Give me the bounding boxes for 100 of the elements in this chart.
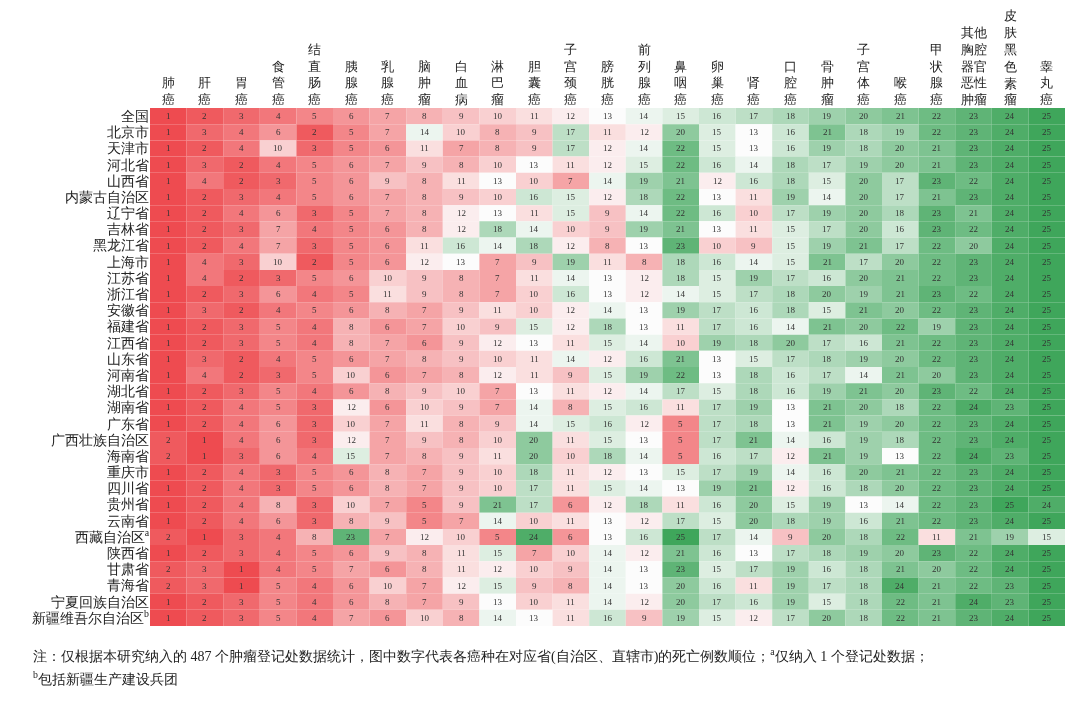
data-label: 23 xyxy=(1005,581,1015,591)
data-label: 20 xyxy=(749,516,759,526)
data-label: 16 xyxy=(712,451,722,461)
data-label: 6 xyxy=(349,354,354,364)
data-label: 14 xyxy=(420,127,430,137)
data-label: 11 xyxy=(676,500,685,510)
data-label: 18 xyxy=(603,322,613,332)
data-label: 11 xyxy=(566,386,575,396)
data-label: 18 xyxy=(822,354,832,364)
data-label: 19 xyxy=(639,370,649,380)
data-label: 25 xyxy=(1042,192,1052,202)
data-label: 8 xyxy=(459,289,464,299)
x-tick-label: 结直肠癌 xyxy=(308,41,322,108)
data-label: 15 xyxy=(603,435,613,445)
data-label: 6 xyxy=(385,224,390,234)
data-label: 4 xyxy=(202,273,207,283)
data-label: 20 xyxy=(749,500,759,510)
data-label: 20 xyxy=(859,273,869,283)
data-label: 4 xyxy=(276,160,281,170)
data-label: 20 xyxy=(895,548,905,558)
data-label: 9 xyxy=(459,338,464,348)
data-label: 21 xyxy=(859,241,868,251)
data-label: 10 xyxy=(676,338,686,348)
x-tick-label: 子宫颈癌 xyxy=(564,41,578,108)
data-label: 22 xyxy=(969,581,978,591)
data-label: 23 xyxy=(969,111,979,121)
data-label: 23 xyxy=(969,338,979,348)
data-label: 14 xyxy=(603,305,613,315)
data-label: 11 xyxy=(530,111,539,121)
data-label: 18 xyxy=(603,451,613,461)
data-label: 19 xyxy=(786,581,796,591)
data-label: 3 xyxy=(239,224,244,234)
text: 注：仅根据本研究纳入的 487 个肿瘤登记处数据统计，图中数字代表各癌种在对应省(自治区、直辖市)的死亡例数顺位；$^{a}$仅纳入 1 个登记处数据； xyxy=(33,646,929,665)
data-label: 9 xyxy=(459,597,464,607)
data-label: 25 xyxy=(1042,176,1052,186)
data-label: 17 xyxy=(822,338,832,348)
data-label: 8 xyxy=(349,516,354,526)
data-label: 20 xyxy=(932,564,942,574)
data-label: 15 xyxy=(603,483,613,493)
data-label: 10 xyxy=(420,402,430,412)
data-label: 20 xyxy=(859,208,869,218)
data-label: 12 xyxy=(640,273,649,283)
data-label: 17 xyxy=(749,111,759,121)
y-tick-label: 湖南省 xyxy=(107,400,149,416)
data-label: 2 xyxy=(312,127,317,137)
data-label: 17 xyxy=(749,451,759,461)
data-label: 13 xyxy=(603,289,613,299)
data-label: 3 xyxy=(202,581,207,591)
data-label: 7 xyxy=(385,451,390,461)
data-label: 25 xyxy=(1042,386,1052,396)
data-label: 20 xyxy=(859,224,869,234)
y-tick-label: 重庆市 xyxy=(107,465,149,481)
data-label: 19 xyxy=(639,176,649,186)
data-label: 4 xyxy=(276,548,281,558)
data-label: 10 xyxy=(493,435,503,445)
data-label: 16 xyxy=(822,435,832,445)
data-label: 3 xyxy=(312,516,317,526)
data-label: 4 xyxy=(239,435,244,445)
data-label: 8 xyxy=(422,354,427,364)
data-label: 3 xyxy=(202,305,207,315)
data-label: 2 xyxy=(202,208,207,218)
data-label: 2 xyxy=(202,143,207,153)
data-label: 2 xyxy=(202,419,207,429)
data-label: 10 xyxy=(273,257,283,267)
data-label: 16 xyxy=(859,338,869,348)
data-label: 12 xyxy=(640,548,649,558)
data-label: 7 xyxy=(385,160,390,170)
data-label: 2 xyxy=(239,354,244,364)
data-label: 1 xyxy=(166,111,171,121)
data-label: 16 xyxy=(786,370,796,380)
data-label: 20 xyxy=(932,370,942,380)
data-label: 16 xyxy=(712,500,722,510)
data-label: 21 xyxy=(932,597,941,607)
data-label: 5 xyxy=(312,111,317,121)
data-label: 8 xyxy=(459,273,464,283)
data-label: 23 xyxy=(969,435,979,445)
data-label: 4 xyxy=(202,370,207,380)
data-label: 24 xyxy=(969,451,979,461)
data-label: 21 xyxy=(823,419,832,429)
data-label: 12 xyxy=(640,127,649,137)
data-label: 4 xyxy=(276,532,281,542)
data-label: 14 xyxy=(639,208,649,218)
data-label: 23 xyxy=(969,613,979,623)
data-label: 18 xyxy=(786,111,796,121)
data-label: 21 xyxy=(676,354,685,364)
data-label: 6 xyxy=(385,564,390,574)
data-label: 24 xyxy=(1005,143,1015,153)
x-tick-label: 喉癌 xyxy=(893,75,907,108)
data-label: 24 xyxy=(895,581,905,591)
data-label: 16 xyxy=(859,516,869,526)
x-tick-label: 口腔癌 xyxy=(784,58,797,108)
data-label: 12 xyxy=(493,564,502,574)
data-label: 16 xyxy=(786,127,796,137)
data-label: 7 xyxy=(422,597,427,607)
data-label: 3 xyxy=(276,176,281,186)
data-label: 12 xyxy=(603,467,612,477)
x-tick-label: 胰腺癌 xyxy=(344,58,358,108)
data-label: 5 xyxy=(312,160,317,170)
data-label: 15 xyxy=(566,419,576,429)
x-tick-label: 脑肿瘤 xyxy=(418,58,431,108)
